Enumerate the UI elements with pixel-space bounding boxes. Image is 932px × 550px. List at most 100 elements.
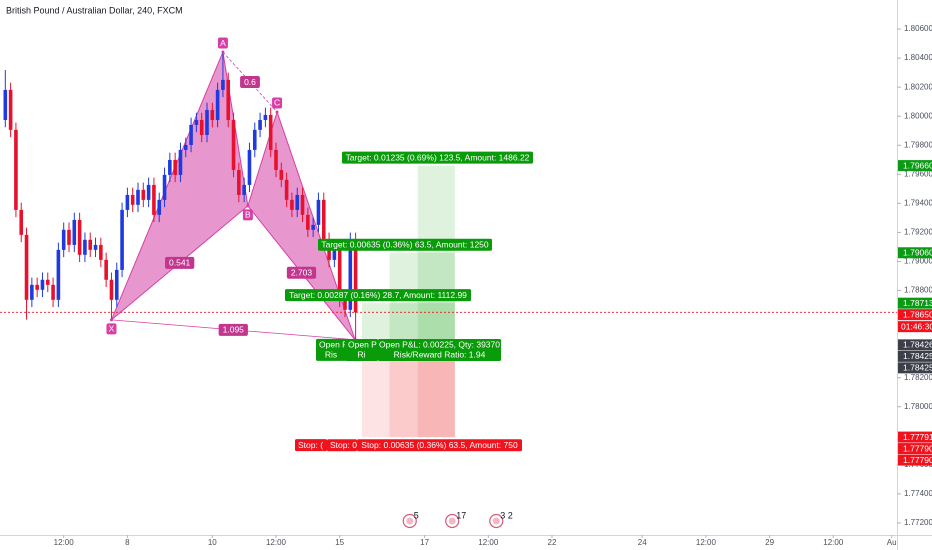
candle-body <box>51 284 55 300</box>
rr-label: Ri <box>357 350 365 360</box>
price-badge-label: 1.78425 <box>903 363 932 373</box>
candle-body <box>300 194 305 215</box>
target-zone <box>361 303 455 345</box>
candle-body <box>168 159 172 175</box>
y-tick-label: 1.80400 <box>904 53 932 62</box>
candle-body <box>258 119 262 130</box>
stop-label-box <box>357 439 522 452</box>
stop-label: Stop: 0.00635 (0.36%) 63.5, Amount: 750 <box>361 440 518 450</box>
candle-body <box>136 189 140 205</box>
candle-body <box>210 109 215 120</box>
price-badge <box>898 443 932 455</box>
candle-body <box>237 169 241 195</box>
stop-label: Stop: ( <box>298 440 323 450</box>
candle-body <box>337 249 342 300</box>
pattern-point <box>109 318 113 322</box>
candle-body <box>316 199 321 225</box>
positions <box>361 165 455 438</box>
candle-body <box>353 239 358 313</box>
candle-body <box>72 219 77 245</box>
price-badge <box>898 454 932 466</box>
candle-body <box>279 169 284 180</box>
pattern-point-label: B <box>245 210 251 220</box>
y-tick-label: 1.79600 <box>904 169 932 178</box>
x-tick-label: 12:00 <box>478 538 499 547</box>
candle-body <box>162 174 167 200</box>
event-icon-core <box>492 517 500 525</box>
candle-body <box>157 199 162 215</box>
pnl-label: Open P&L: 0.00225, Qty: 39370 <box>379 340 500 350</box>
candle-body <box>130 194 135 205</box>
price-badge-label: 1.78713 <box>903 298 932 308</box>
y-tick-label: 1.80000 <box>904 111 932 120</box>
stop-label-box <box>327 439 357 452</box>
candle-body <box>321 199 326 240</box>
target-label: Target: 0.00287 (0.16%) 28.7, Amount: 11… <box>289 290 467 300</box>
candle-body <box>252 129 257 150</box>
candle-body <box>348 239 353 310</box>
pattern-point-box <box>272 97 283 109</box>
candle-body <box>205 109 209 135</box>
event-label: 3 2 <box>500 510 513 520</box>
candle-body <box>221 79 225 90</box>
candle-body <box>40 279 45 290</box>
price-badge <box>898 339 932 351</box>
event-icon-core <box>406 517 414 525</box>
price-badge <box>898 297 932 309</box>
y-tick-label: 1.80600 <box>904 24 932 33</box>
entry-label-box <box>316 338 346 361</box>
price-badge-label: 1.78650 <box>903 309 932 319</box>
event-icon-core <box>448 517 456 525</box>
candle-body <box>77 219 82 255</box>
candle-body <box>199 119 204 135</box>
price-badge <box>898 362 932 374</box>
candle-body <box>30 284 34 300</box>
candle-body <box>146 184 151 200</box>
y-tick-label: 1.78000 <box>904 402 932 411</box>
candle-body <box>88 239 93 250</box>
candle-body <box>19 209 24 235</box>
x-tick-label: 10 <box>208 538 217 547</box>
candle-body <box>3 89 8 120</box>
price-badge <box>898 309 932 321</box>
pattern-point-box <box>217 37 228 49</box>
candle-body <box>114 269 119 300</box>
countdown-badge <box>898 321 932 333</box>
pattern-point-box <box>106 323 117 335</box>
x-tick-label: 15 <box>335 538 344 547</box>
pattern-ratio-box <box>286 266 317 279</box>
candle-body <box>24 234 29 300</box>
candle-body <box>189 124 193 145</box>
pattern-point <box>246 204 250 208</box>
y-tick-label: 1.78200 <box>904 373 932 382</box>
target-label-box <box>318 238 492 251</box>
pattern-point-label: A <box>220 38 226 48</box>
candle-body <box>109 279 114 300</box>
x-tick-label: 12:00 <box>696 538 717 547</box>
pattern-ratio-box <box>165 256 195 269</box>
y-tick-label: 1.79800 <box>904 140 932 149</box>
candle-body <box>93 244 98 250</box>
event-label: 5 <box>414 510 419 520</box>
candle-body <box>343 299 347 310</box>
candle-body <box>178 149 183 175</box>
candle-body <box>242 184 246 195</box>
price-badge-label: 1.79660 <box>903 160 932 170</box>
pattern-point <box>275 110 279 114</box>
stop-label-box <box>295 439 327 452</box>
candle-body <box>45 279 50 285</box>
candle-body <box>311 224 315 230</box>
y-tick-label: 1.79000 <box>904 257 932 266</box>
pattern-point-label: C <box>274 98 280 108</box>
price-badge <box>898 247 932 259</box>
candle-body <box>183 144 188 150</box>
target-label: Target: 0.00635 (0.36%) 63.5, Amount: 12… <box>321 240 489 250</box>
y-tick-label: 1.79200 <box>904 228 932 237</box>
pnl-label: Open P <box>348 340 377 350</box>
candle-body <box>67 229 71 245</box>
candle-body <box>99 244 103 260</box>
x-tick-label: 8 <box>125 538 130 547</box>
candle-body <box>104 259 108 280</box>
candle-body <box>226 79 231 120</box>
candle-body <box>268 114 273 150</box>
